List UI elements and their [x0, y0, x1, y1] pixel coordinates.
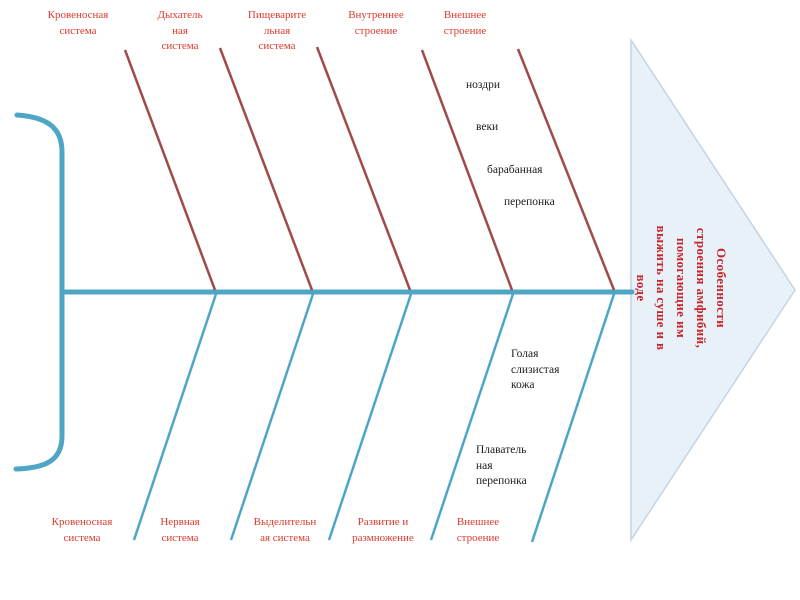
- top-branch-line-5: [516, 48, 616, 291]
- bottom-branch-line-3: [327, 290, 414, 541]
- bottom-branch-label-circulatory: Кровеносная система: [51, 516, 113, 544]
- bottom-branch-line-5: [530, 290, 617, 543]
- sublabel-eardrum-word2: перепонка: [504, 196, 555, 208]
- bottom-branch-line-1: [132, 290, 219, 541]
- top-branch-label-internal-structure: Внутреннее строение: [348, 9, 404, 37]
- tail-bracket: [13, 112, 65, 472]
- bottom-branch-label-nervous: Нервная система: [160, 516, 200, 544]
- top-branch-label-digestive: Пищеварите льная система: [247, 9, 307, 52]
- sublabel-eardrum-word1: барабанная: [487, 164, 543, 176]
- bottom-branch-label-excretory: Выделительн ая система: [253, 516, 317, 544]
- top-branch-line-2: [218, 47, 314, 291]
- head-arrow-title: Особенности строения амфибий, помогающие…: [634, 225, 729, 351]
- top-branch-line-1: [123, 49, 217, 291]
- bottom-branch-label-external-structure: Внешнее строение: [456, 516, 500, 544]
- sublabel-swimming-membrane: Плаватель ная перепонка: [476, 444, 527, 487]
- bottom-branch-line-2: [229, 290, 316, 541]
- top-branch-label-external-structure: Внешнее строение: [443, 9, 487, 37]
- bottom-branch-line-4: [429, 290, 516, 541]
- top-branch-label-respiratory: Дыхатель ная система: [157, 9, 203, 52]
- sublabel-nostrils: ноздри: [466, 79, 500, 91]
- sublabel-bare-mucous-skin: Голая слизистая кожа: [511, 348, 560, 391]
- sublabel-eyelids: веки: [476, 121, 499, 133]
- bottom-branch-label-development: Развитие и размножение: [352, 516, 414, 544]
- top-branch-line-3: [315, 46, 412, 291]
- top-branch-label-circulatory: Кровеносная система: [47, 9, 109, 37]
- top-branch-line-4: [420, 49, 514, 291]
